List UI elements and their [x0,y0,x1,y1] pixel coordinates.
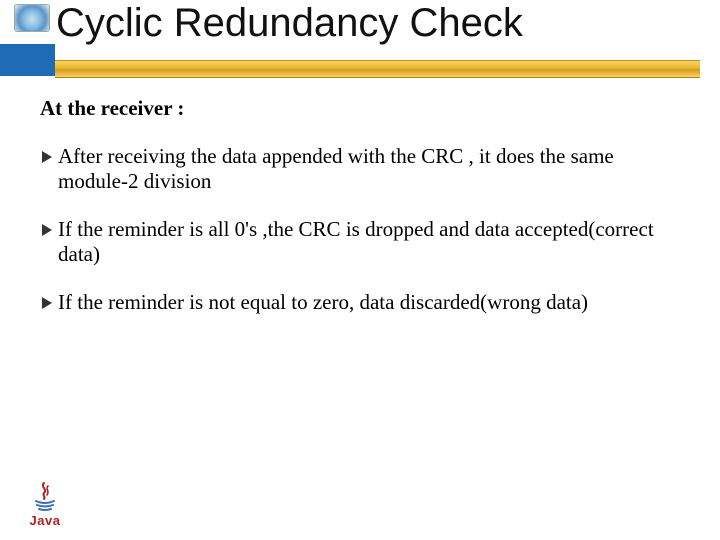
slide: Cyclic Redundancy Check At the receiver … [0,0,720,540]
globe-icon [14,4,50,32]
java-cup-icon [30,481,60,511]
bullet-arrow-icon [40,146,56,172]
bullet-item: If the reminder is not equal to zero, da… [40,290,680,316]
bullet-text: If the reminder is all 0's ,the CRC is d… [58,217,680,268]
bullet-text: If the reminder is not equal to zero, da… [58,290,588,316]
bullet-arrow-icon [40,292,56,318]
java-logo-text: Java [30,513,61,528]
bullet-text: After receiving the data appended with t… [58,144,680,195]
bullet-arrow-icon [40,219,56,245]
section-heading: At the receiver : [40,96,680,122]
slide-body: At the receiver : After receiving the da… [40,96,680,338]
accent-block [0,44,55,76]
bullet-item: If the reminder is all 0's ,the CRC is d… [40,217,680,268]
slide-title: Cyclic Redundancy Check [56,0,700,46]
java-logo: Java [20,464,70,528]
bullet-item: After receiving the data appended with t… [40,144,680,195]
title-underline-bar [55,60,700,78]
